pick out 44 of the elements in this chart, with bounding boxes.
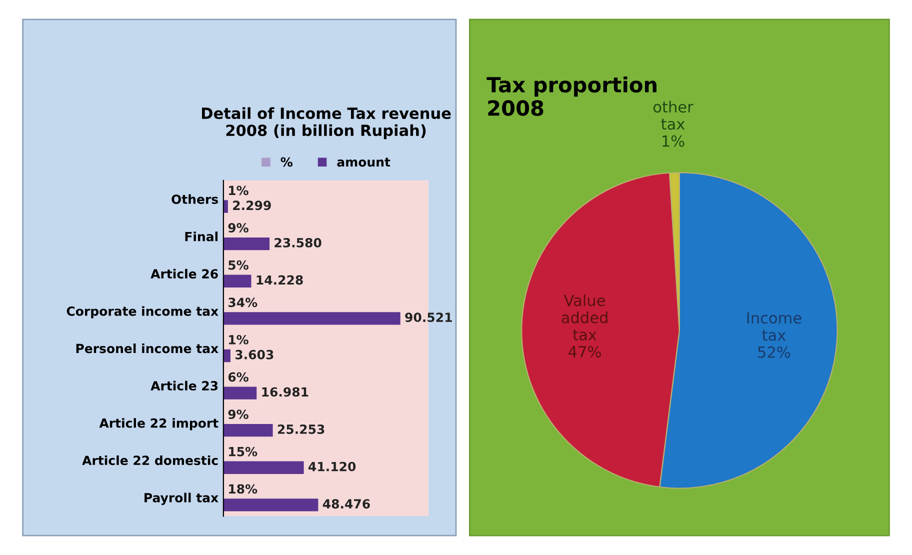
data-label: 6% [228, 372, 248, 382]
data-label: 5% [228, 260, 248, 270]
y-tick-label: Payroll tax [144, 492, 218, 505]
data-label: 41.120 [308, 462, 356, 472]
bar [223, 349, 230, 362]
y-tick-label: Article 22 import [99, 418, 218, 430]
y-tick-label: Final [185, 232, 218, 242]
data-label: 48.476 [322, 499, 370, 509]
bar [223, 424, 273, 437]
data-label: 1% [229, 186, 248, 196]
data-label: 2.299 [233, 200, 271, 210]
data-label: 15% [229, 446, 258, 456]
data-label: 9% [228, 410, 248, 420]
legend-label: amount [337, 158, 390, 167]
data-label: 3.603 [235, 350, 274, 360]
bar [223, 200, 228, 213]
data-label: 1% [229, 334, 248, 344]
data-label: 1% [662, 135, 684, 147]
bar [223, 274, 252, 288]
y-tick-label: Others [172, 194, 218, 204]
data-label: 52% [758, 346, 790, 358]
bar [223, 386, 257, 400]
y-tick-label: Article 26 [150, 268, 218, 279]
legend-label: % [280, 157, 292, 167]
data-label: 47% [568, 346, 601, 358]
bar [223, 312, 400, 325]
y-tick-label: Corporate income tax [66, 306, 218, 318]
data-label: 23.580 [274, 238, 322, 248]
data-label: 25.253 [278, 424, 324, 434]
chart-title: Detail of Income Tax revenue 2008 (in billion Rupiah) [202, 107, 451, 140]
bar [223, 237, 270, 250]
data-label: 18% [229, 484, 258, 494]
slice-label: Income tax [747, 312, 802, 341]
data-label: 90.521 [405, 312, 452, 322]
y-tick-label: Article 22 domestic [82, 455, 218, 466]
y-tick-label: Article 23 [150, 380, 218, 390]
data-label: 9% [228, 223, 248, 233]
y-tick-label: Personel income tax [76, 344, 218, 354]
bar [223, 461, 304, 474]
slice-label: Value added tax [562, 294, 608, 340]
data-label: 14.228 [256, 275, 303, 285]
data-label: 16.981 [262, 387, 308, 397]
data-label: 34% [228, 298, 258, 308]
bar [223, 498, 318, 512]
